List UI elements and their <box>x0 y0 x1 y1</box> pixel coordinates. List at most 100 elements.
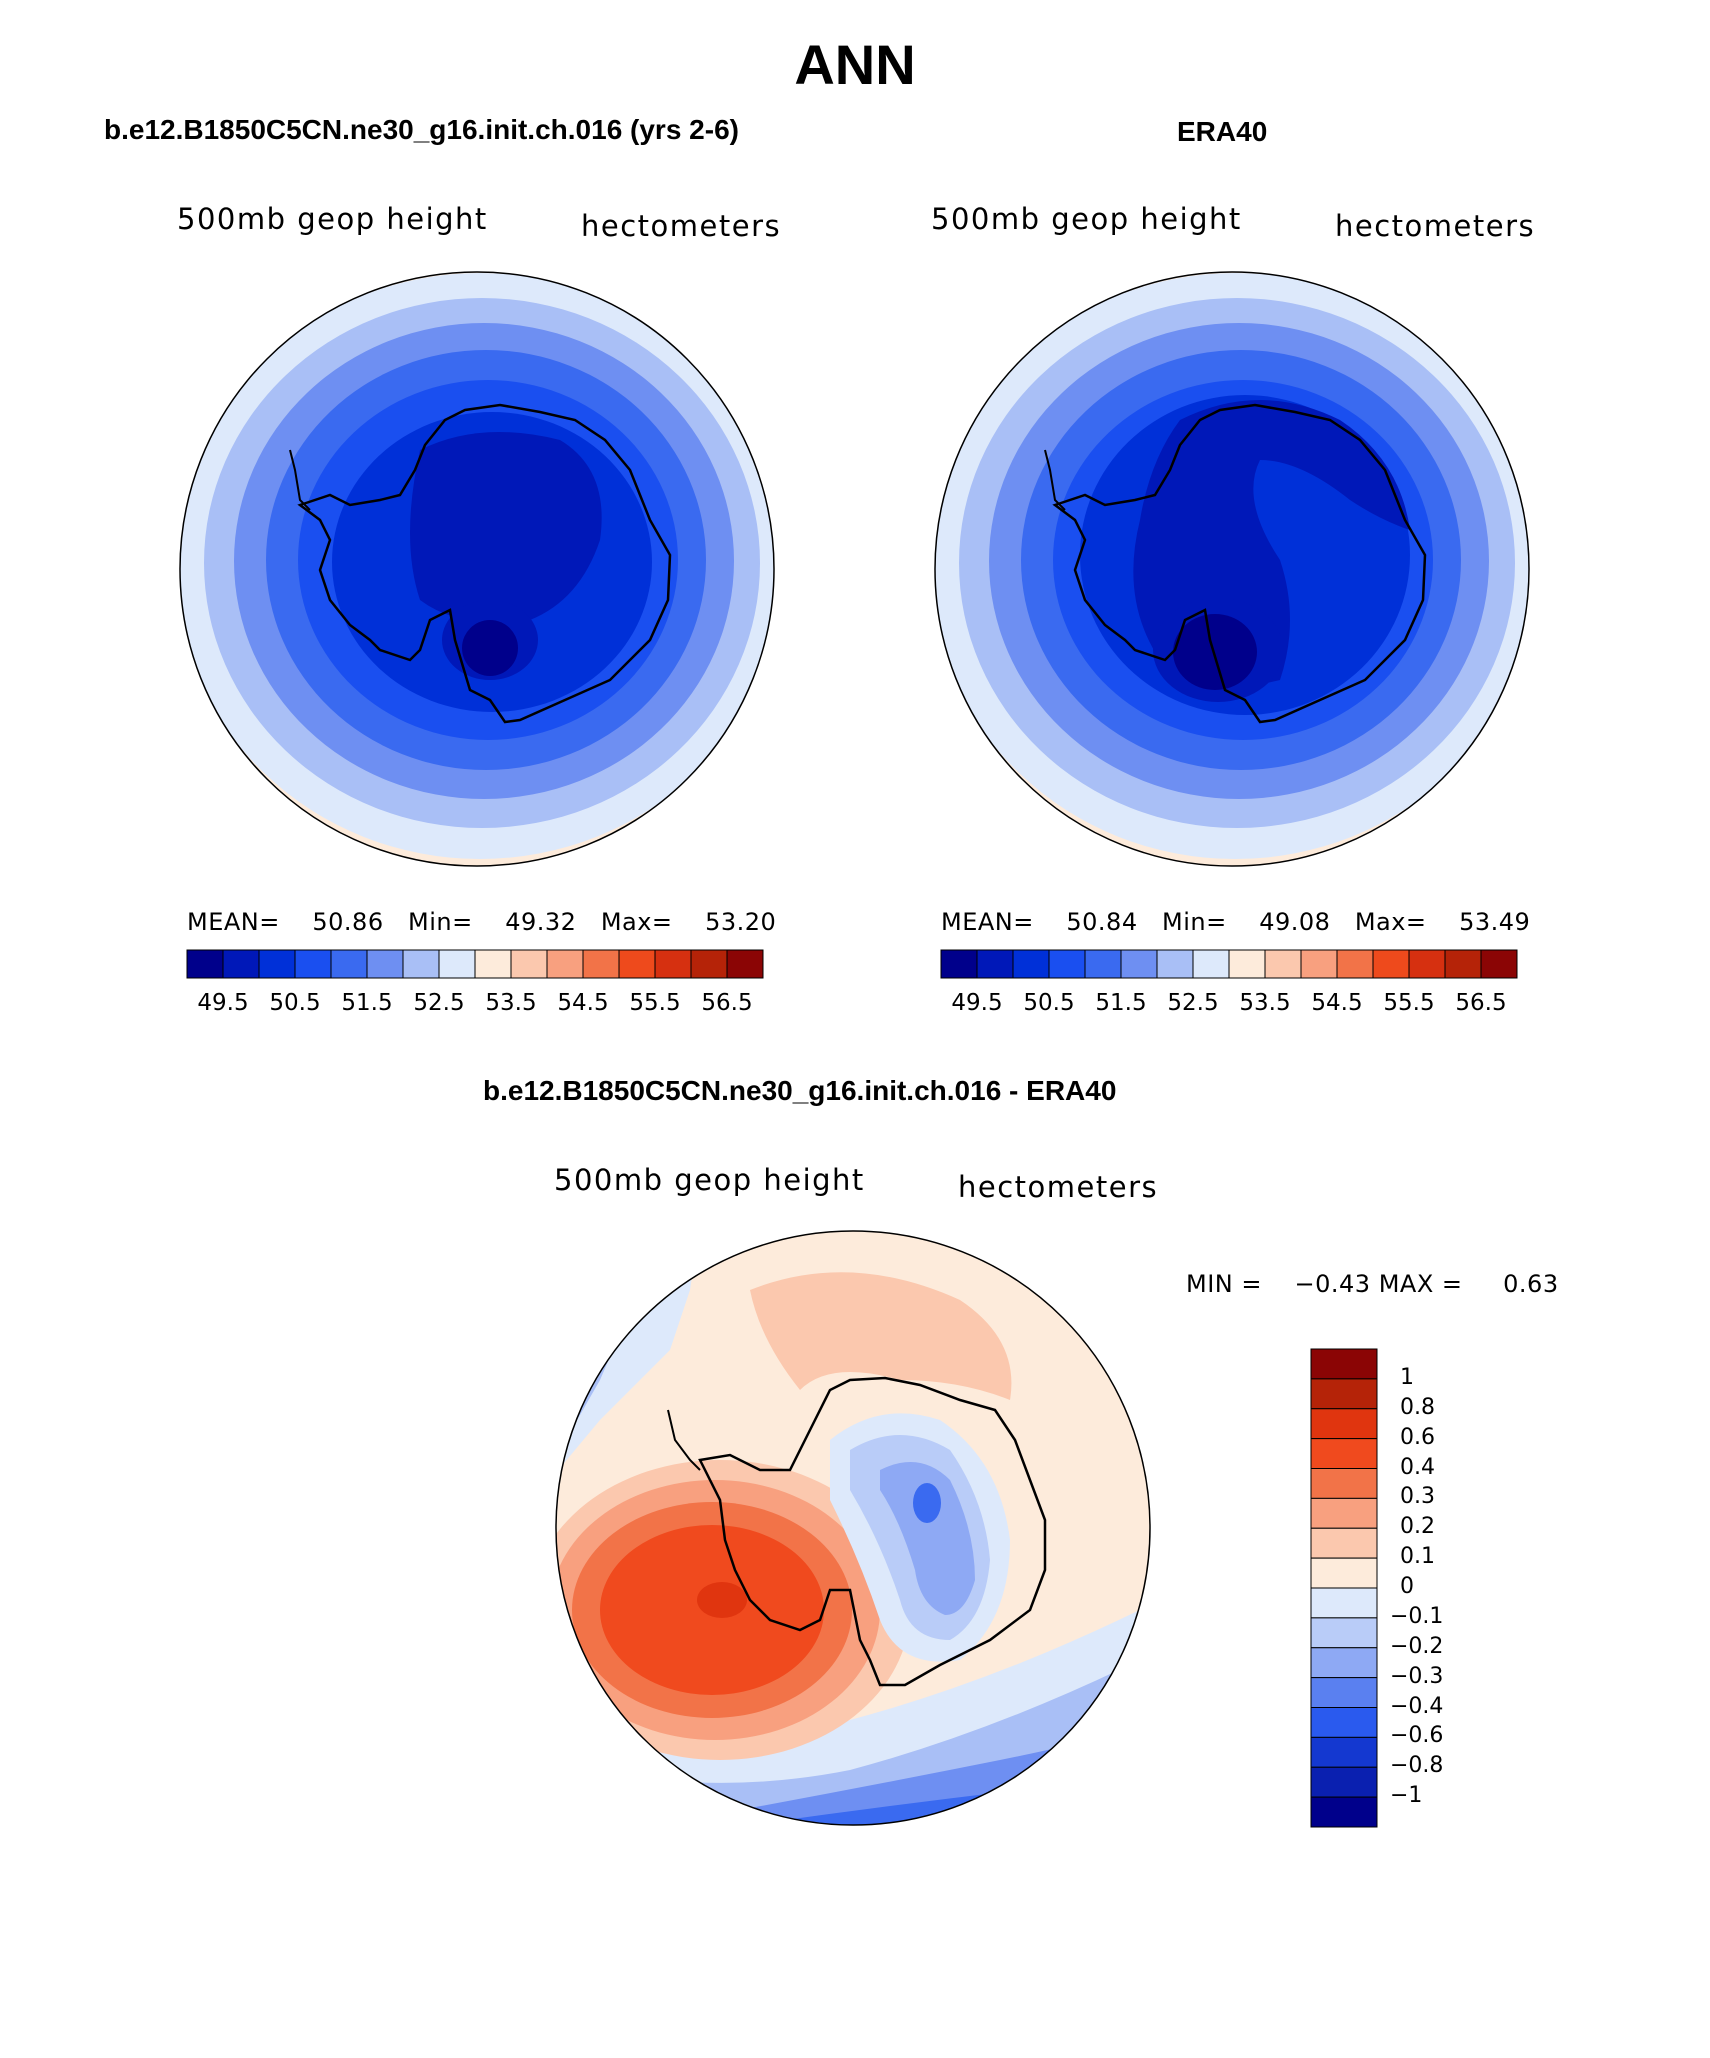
colorbar-panel-3-tick-label: −0.1 <box>1390 1603 1444 1629</box>
colorbar-panel-2-labels: 49.5 50.5 51.5 52.5 53.5 54.5 55.5 56.5 <box>941 990 1517 1020</box>
colorbar-panel-3-swatch <box>1310 1497 1378 1529</box>
colorbar-panel-2-tick-label: 53.5 <box>1239 990 1291 1016</box>
colorbar-panel-3-tick-label: 0.1 <box>1400 1544 1435 1570</box>
panel-3-max-label: MAX = <box>1378 1270 1463 1298</box>
colorbar-panel-3-swatch <box>1310 1527 1378 1559</box>
colorbar-panel-2-tick-label: 50.5 <box>1023 990 1075 1016</box>
colorbar-panel-2-swatch <box>940 949 978 979</box>
colorbar-panel-2-swatch <box>1192 949 1230 979</box>
colorbar-panel-3-tick-label: −0.3 <box>1390 1663 1444 1689</box>
panel-1-max-label: Max= <box>600 908 673 936</box>
colorbar-panel-3-swatch <box>1310 1796 1378 1828</box>
panel-3-variable-label: 500mb geop height <box>554 1163 865 1197</box>
colorbar-panel-2-tick-label: 54.5 <box>1311 990 1363 1016</box>
colorbar-panel-3 <box>1310 1348 1378 1828</box>
colorbar-panel-3-swatch <box>1310 1617 1378 1649</box>
colorbar-panel-3-swatch <box>1310 1557 1378 1589</box>
colorbar-panel-2-swatch <box>1300 949 1338 979</box>
colorbar-panel-3-tick-label: 0.6 <box>1400 1424 1435 1450</box>
colorbar-panel-1-swatch <box>546 949 584 979</box>
colorbar-panel-3-swatch <box>1310 1468 1378 1499</box>
panel-1-units-label: hectometers <box>581 209 782 243</box>
panel-2-max-value: 53.49 <box>1459 908 1531 936</box>
colorbar-panel-2-swatch <box>976 949 1014 979</box>
colorbar-panel-2-swatch <box>1156 949 1194 979</box>
colorbar-panel-2-tick-label: 52.5 <box>1167 990 1219 1016</box>
colorbar-panel-3-swatch <box>1310 1677 1378 1708</box>
panel-1-stats: MEAN= 50.86 Min= 49.32 Max= 53.20 <box>187 908 776 936</box>
colorbar-panel-3-swatch <box>1310 1348 1378 1380</box>
colorbar-panel-2-tick-label: 56.5 <box>1455 990 1507 1016</box>
colorbar-panel-1-labels: 49.5 50.5 51.5 52.5 53.5 54.5 55.5 56.5 <box>187 990 763 1020</box>
colorbar-panel-1-tick-label: 52.5 <box>413 990 465 1016</box>
colorbar-panel-3-labels: 1 0.8 0.6 0.4 0.3 0.2 0.1 0 −0.1 −0.2 −0.3 −0.4 −0.6… <box>1390 1349 1470 1829</box>
colorbar-panel-3-tick-label: 1 <box>1400 1364 1414 1390</box>
figure-title: ANN <box>794 33 916 96</box>
colorbar-panel-3-swatch <box>1310 1438 1378 1469</box>
panel-1-max-value: 53.20 <box>705 908 777 936</box>
panel-1-variable-label: 500mb geop height <box>177 202 488 236</box>
colorbar-panel-3-swatch <box>1310 1587 1378 1619</box>
colorbar-panel-1-swatch <box>726 949 764 979</box>
colorbar-panel-2-swatch <box>1012 949 1050 979</box>
panel-2-min-value: 49.08 <box>1259 908 1331 936</box>
panel-3-units-label: hectometers <box>958 1170 1159 1204</box>
panel-1-title: b.e12.B1850C5CN.ne30_g16.init.ch.016 (yr… <box>104 114 739 145</box>
panel-3-min-label: MIN = <box>1186 1270 1262 1298</box>
colorbar-panel-2-swatch <box>1408 949 1446 979</box>
colorbar-panel-2-swatch <box>1372 949 1410 979</box>
colorbar-panel-3-tick-label: 0.8 <box>1400 1394 1435 1420</box>
colorbar-panel-3-tick-label: 0.3 <box>1400 1484 1435 1510</box>
colorbar-panel-1-swatch <box>510 949 548 979</box>
colorbar-panel-1 <box>186 949 764 979</box>
colorbar-panel-1-tick-label: 55.5 <box>629 990 681 1016</box>
colorbar-panel-1-swatch <box>186 949 224 979</box>
colorbar-panel-1-tick-label: 53.5 <box>485 990 537 1016</box>
panel-1-mean-label: MEAN= <box>187 908 280 936</box>
colorbar-panel-1-swatch <box>222 949 260 979</box>
colorbar-panel-2-swatch <box>1228 949 1266 979</box>
colorbar-panel-2-swatch <box>1264 949 1302 979</box>
colorbar-panel-1-swatch <box>294 949 332 979</box>
colorbar-panel-2-swatch <box>1336 949 1374 979</box>
panel-2-variable-label: 500mb geop height <box>931 202 1242 236</box>
colorbar-panel-3-swatch <box>1310 1647 1378 1679</box>
colorbar-panel-3-tick-label: 0.2 <box>1400 1514 1435 1540</box>
colorbar-panel-3-swatch <box>1310 1766 1378 1798</box>
colorbar-panel-1-swatch <box>654 949 692 979</box>
colorbar-panel-3-tick-label: −0.8 <box>1390 1753 1444 1779</box>
colorbar-panel-1-swatch <box>402 949 440 979</box>
colorbar-panel-1-tick-label: 49.5 <box>197 990 249 1016</box>
panel-1-min-label: Min= <box>407 908 473 936</box>
colorbar-panel-3-tick-label: −1 <box>1390 1783 1423 1809</box>
panel-1-min-value: 49.32 <box>505 908 577 936</box>
colorbar-panel-1-swatch <box>474 949 512 979</box>
colorbar-panel-1-tick-label: 51.5 <box>341 990 393 1016</box>
colorbar-panel-1-tick-label: 56.5 <box>701 990 753 1016</box>
colorbar-panel-2-tick-label: 55.5 <box>1383 990 1435 1016</box>
colorbar-panel-1-swatch <box>258 949 296 979</box>
colorbar-panel-3-tick-label: −0.2 <box>1390 1633 1444 1659</box>
colorbar-panel-1-swatch <box>330 949 368 979</box>
colorbar-panel-2-tick-label: 51.5 <box>1095 990 1147 1016</box>
colorbar-panel-3-swatch <box>1310 1736 1378 1768</box>
panel-3-min-value: −0.43 <box>1294 1270 1371 1298</box>
panel-2-mean-value: 50.84 <box>1066 908 1138 936</box>
panel-3-max-value: 0.63 <box>1503 1270 1559 1298</box>
panel-2-max-label: Max= <box>1354 908 1427 936</box>
colorbar-panel-1-swatch <box>438 949 476 979</box>
colorbar-panel-3-swatch <box>1310 1378 1378 1410</box>
colorbar-panel-3-tick-label: 0.4 <box>1400 1454 1435 1480</box>
colorbar-panel-2-tick-label: 49.5 <box>951 990 1003 1016</box>
colorbar-panel-2-swatch <box>1480 949 1518 979</box>
panel-3-title: b.e12.B1850C5CN.ne30_g16.init.ch.016 - E… <box>483 1075 1117 1106</box>
panel-2-units-label: hectometers <box>1335 209 1536 243</box>
colorbar-panel-1-tick-label: 50.5 <box>269 990 321 1016</box>
colorbar-panel-2-swatch <box>1120 949 1158 979</box>
colorbar-panel-1-tick-label: 54.5 <box>557 990 609 1016</box>
colorbar-panel-3-tick-label: −0.4 <box>1390 1693 1444 1719</box>
colorbar-panel-3-swatch <box>1310 1707 1378 1738</box>
